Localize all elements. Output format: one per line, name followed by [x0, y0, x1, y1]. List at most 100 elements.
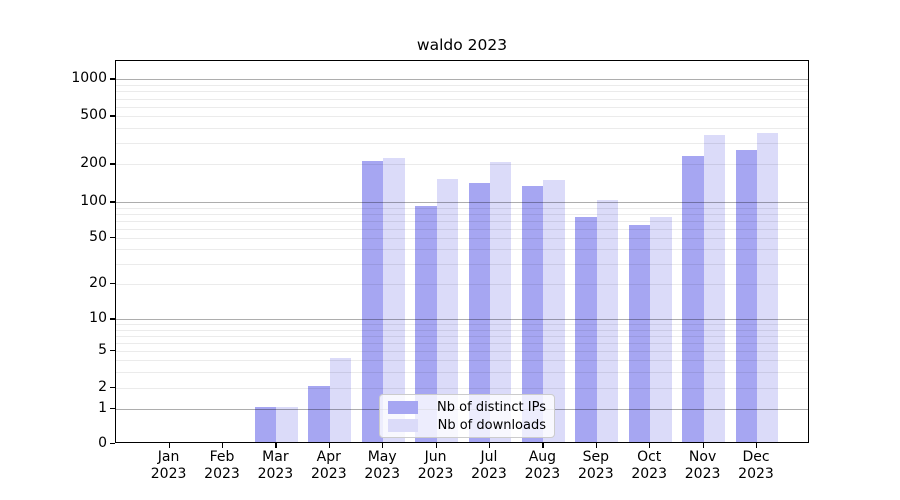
y-tick-label-100: 100 — [80, 193, 107, 210]
x-tick-label-oct: Oct 2023 — [631, 449, 667, 482]
bar-may-downloads — [383, 157, 405, 442]
x-tick-label-feb: Feb 2023 — [204, 449, 240, 482]
gridline-60 — [116, 228, 808, 230]
bar-dec-downloads — [757, 133, 779, 442]
bar-nov-distinct-ips — [682, 155, 704, 442]
gridline-4 — [116, 360, 808, 362]
x-tick-label-jul: Jul 2023 — [471, 449, 507, 482]
x-tick-mark-jan — [168, 443, 170, 448]
y-tick-mark-20 — [110, 282, 115, 285]
bar-jul-distinct-ips — [468, 183, 490, 442]
bar-aug-distinct-ips — [522, 185, 544, 442]
x-tick-mark-may — [382, 443, 384, 448]
x-tick-label-sep: Sep 2023 — [577, 449, 614, 482]
legend: Nb of distinct IPs Nb of downloads — [379, 394, 555, 438]
y-tick-label-200: 200 — [80, 155, 107, 172]
bar-sep-downloads — [596, 200, 619, 442]
x-tick-label-dec: Dec 2023 — [738, 449, 774, 482]
y-tick-label-1: 1 — [98, 399, 107, 416]
bar-may-distinct-ips — [361, 161, 384, 442]
bar-oct-distinct-ips — [628, 224, 651, 442]
y-tick-label-2: 2 — [98, 379, 107, 395]
x-tick-label-nov: Nov 2023 — [684, 449, 721, 482]
bar-apr-distinct-ips — [308, 386, 330, 442]
gridline-5 — [116, 351, 808, 352]
bar-mar-downloads — [276, 407, 298, 442]
y-tick-label-10: 10 — [89, 310, 107, 327]
x-tick-label-aug: Aug 2023 — [524, 449, 561, 482]
bar-dec-distinct-ips — [735, 149, 757, 442]
y-tick-label-20: 20 — [89, 274, 107, 291]
legend-label-distinct-ips: Nb of distinct IPs — [437, 399, 546, 415]
x-tick-label-jan: Jan 2023 — [150, 449, 187, 482]
gridline-700 — [116, 98, 808, 100]
y-tick-mark-1000 — [110, 78, 115, 80]
gridline-600 — [116, 106, 808, 108]
gridline-30 — [116, 263, 808, 265]
bar-jun-distinct-ips — [415, 205, 437, 442]
y-tick-label-1000: 1000 — [71, 70, 107, 87]
legend-swatch-distinct-ips — [388, 400, 418, 414]
x-tick-label-apr: Apr 2023 — [310, 449, 347, 482]
bar-jun-downloads — [436, 179, 458, 442]
gridline-40 — [116, 249, 808, 251]
legend-swatch-downloads — [388, 418, 418, 432]
y-tick-mark-2 — [110, 387, 115, 389]
gridline-9 — [116, 324, 808, 326]
x-tick-mark-aug — [542, 443, 544, 448]
x-tick-label-mar: Mar 2023 — [257, 449, 294, 482]
bar-apr-downloads — [329, 358, 352, 442]
x-tick-mark-apr — [328, 443, 330, 448]
x-tick-mark-jun — [435, 443, 437, 448]
y-tick-mark-100 — [110, 201, 115, 203]
y-tick-label-500: 500 — [80, 107, 107, 124]
bar-nov-downloads — [703, 135, 725, 442]
chart-title: waldo 2023 — [416, 36, 508, 54]
gridline-900 — [116, 85, 808, 87]
x-tick-mark-jul — [489, 443, 491, 448]
y-tick-mark-200 — [110, 163, 115, 165]
gridline-2 — [116, 388, 808, 389]
y-tick-mark-5 — [110, 350, 115, 352]
y-tick-mark-500 — [110, 115, 115, 117]
y-tick-label-0: 0 — [98, 435, 107, 451]
plot-area: Nb of distinct IPs Nb of downloads — [115, 60, 809, 443]
gridline-50 — [116, 237, 808, 239]
gridline-70 — [116, 220, 808, 222]
bar-sep-distinct-ips — [575, 217, 597, 442]
gridline-90 — [116, 207, 808, 209]
gridline-8 — [116, 329, 808, 331]
x-tick-mark-oct — [649, 443, 651, 448]
gridline-100 — [116, 202, 808, 204]
gridline-20 — [116, 283, 808, 285]
x-tick-mark-dec — [756, 443, 758, 448]
x-tick-mark-sep — [595, 443, 597, 448]
x-tick-mark-mar — [275, 443, 277, 448]
gridline-10 — [116, 319, 808, 321]
gridline-3 — [116, 371, 808, 373]
legend-row-distinct-ips: Nb of distinct IPs — [388, 400, 546, 415]
x-tick-label-may: May 2023 — [364, 449, 400, 482]
y-tick-label-50: 50 — [89, 228, 107, 245]
gridline-1000 — [116, 79, 808, 81]
bar-oct-downloads — [650, 216, 672, 442]
x-tick-label-jun: Jun 2023 — [417, 449, 454, 482]
gridline-80 — [116, 213, 808, 215]
gridline-200 — [116, 164, 808, 166]
gridline-400 — [116, 128, 808, 130]
gridline-7 — [116, 335, 808, 337]
legend-label-downloads: Nb of downloads — [437, 417, 546, 433]
y-tick-mark-0 — [110, 443, 115, 445]
bar-aug-downloads — [543, 180, 565, 442]
y-tick-mark-1 — [110, 407, 115, 410]
x-tick-mark-nov — [702, 443, 704, 448]
y-tick-label-5: 5 — [98, 342, 107, 358]
x-tick-mark-feb — [222, 443, 224, 448]
bar-mar-distinct-ips — [255, 407, 277, 442]
y-tick-mark-10 — [110, 318, 115, 320]
legend-row-downloads: Nb of downloads — [388, 418, 546, 433]
gridline-6 — [116, 342, 808, 344]
gridline-800 — [116, 91, 808, 93]
bar-jul-downloads — [490, 161, 512, 442]
